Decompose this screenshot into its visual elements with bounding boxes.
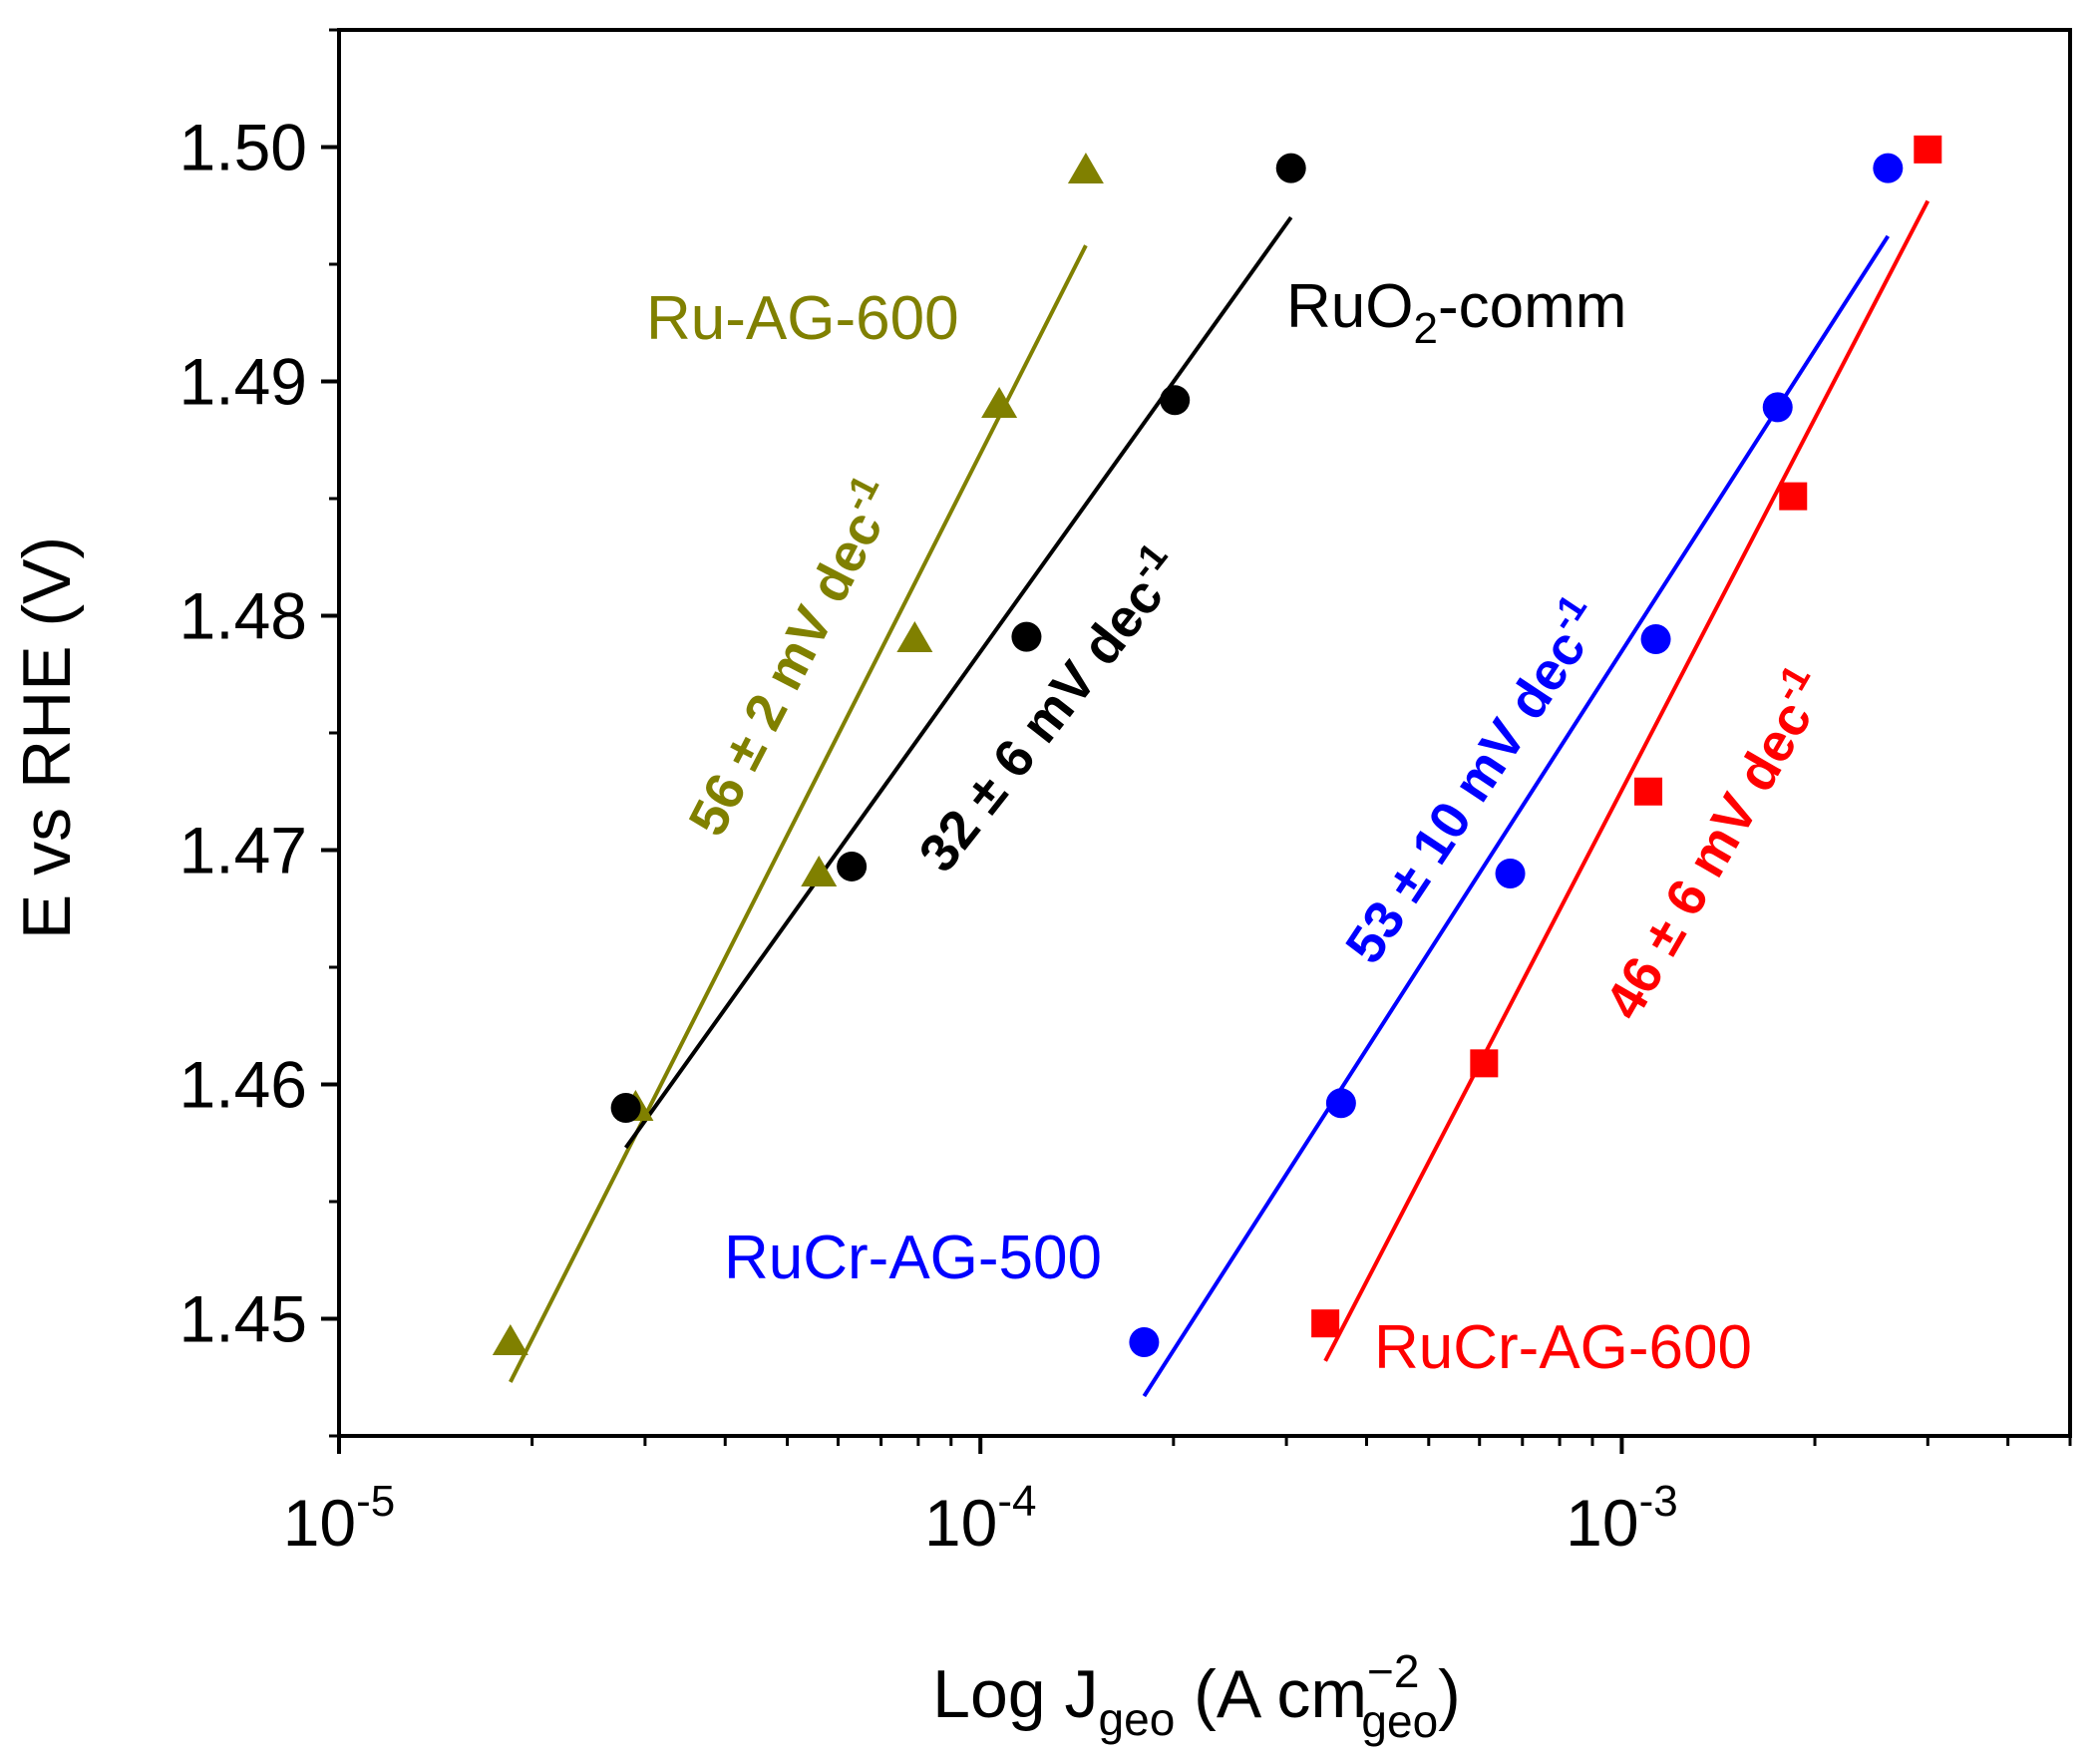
point-ru-ag-600: [801, 856, 838, 886]
y-tick-label: 1.45: [179, 1282, 307, 1356]
y-tick-label: 1.46: [179, 1048, 307, 1122]
y-axis-title: E vs RHE (V): [9, 536, 85, 939]
series-label-rucr-ag-500: RuCr-AG-500: [724, 1224, 1102, 1292]
point-ruo2-comm: [1275, 153, 1306, 183]
point-ruo2-comm: [1011, 621, 1042, 652]
fit-lines: [509, 199, 1930, 1398]
series-label-ruo2-main: RuO: [1286, 272, 1413, 341]
x-tick-base: 10: [1566, 1486, 1638, 1560]
x-axis-title-mid: (A cm: [1175, 1656, 1367, 1732]
point-ruo2-comm: [1160, 385, 1191, 416]
point-rucr-ag-600: [1311, 1309, 1340, 1338]
point-rucr-ag-600: [1914, 135, 1942, 164]
fit-line-rucr-ag-500: [1142, 234, 1891, 1398]
point-rucr-ag-600: [1634, 777, 1663, 806]
x-tick-base: 10: [283, 1486, 356, 1560]
x-tick-label: 10-3: [1566, 1477, 1678, 1560]
series-label-ru-ag-600: Ru-AG-600: [646, 284, 959, 353]
fit-line-ru-ag-600: [509, 244, 1088, 1383]
point-ru-ag-600: [1067, 153, 1104, 183]
x-tick-label: 10-5: [283, 1477, 396, 1560]
x-tick-exp: -3: [1639, 1477, 1678, 1526]
series-label-ruo2-comm: RuO2-comm: [1286, 272, 1626, 353]
point-ru-ag-600: [492, 1324, 528, 1355]
point-ru-ag-600: [896, 621, 933, 652]
x-tick-exp: -5: [356, 1477, 395, 1526]
series-label-ruo2-rest: -comm: [1438, 272, 1626, 341]
x-tick-exp: -4: [997, 1477, 1036, 1526]
x-tick-base: 10: [924, 1486, 997, 1560]
x-axis-title-sup: −2: [1367, 1645, 1419, 1697]
point-rucr-ag-500: [1640, 624, 1671, 654]
point-rucr-ag-500: [1325, 1088, 1356, 1119]
y-tick-label: 1.49: [179, 345, 307, 419]
point-rucr-ag-500: [1129, 1327, 1160, 1357]
x-axis-title-end: ): [1438, 1656, 1461, 1732]
ticks: 10-5 10-4 10-31.451.461.471.481.491.50: [179, 28, 2072, 1560]
point-rucr-ag-500: [1762, 392, 1793, 423]
y-tick-label: 1.50: [179, 111, 307, 184]
point-ruo2-comm: [837, 851, 868, 881]
point-rucr-ag-600: [1779, 482, 1808, 511]
y-tick-label: 1.48: [179, 579, 307, 653]
x-axis-title: Log Jgeo (A cm−2 geo): [932, 1645, 1461, 1747]
point-rucr-ag-600: [1470, 1049, 1499, 1078]
point-ruo2-comm: [610, 1093, 641, 1123]
fit-line-ruo2-comm: [623, 215, 1293, 1150]
data-markers: [492, 135, 1942, 1357]
x-axis-title-sub1: geo: [1099, 1693, 1176, 1745]
point-rucr-ag-500: [1873, 153, 1904, 183]
x-axis-title-main: Log J: [932, 1656, 1098, 1732]
point-rucr-ag-500: [1495, 859, 1526, 888]
fit-line-rucr-ag-600: [1323, 199, 1930, 1362]
series-label-ruo2-sub: 2: [1413, 304, 1437, 353]
y-tick-label: 1.47: [179, 814, 307, 887]
point-ru-ag-600: [981, 387, 1018, 418]
x-tick-label: 10-4: [924, 1477, 1037, 1560]
x-axis-title-sub2: geo: [1361, 1695, 1438, 1747]
series-label-rucr-ag-600: RuCr-AG-600: [1374, 1313, 1752, 1382]
